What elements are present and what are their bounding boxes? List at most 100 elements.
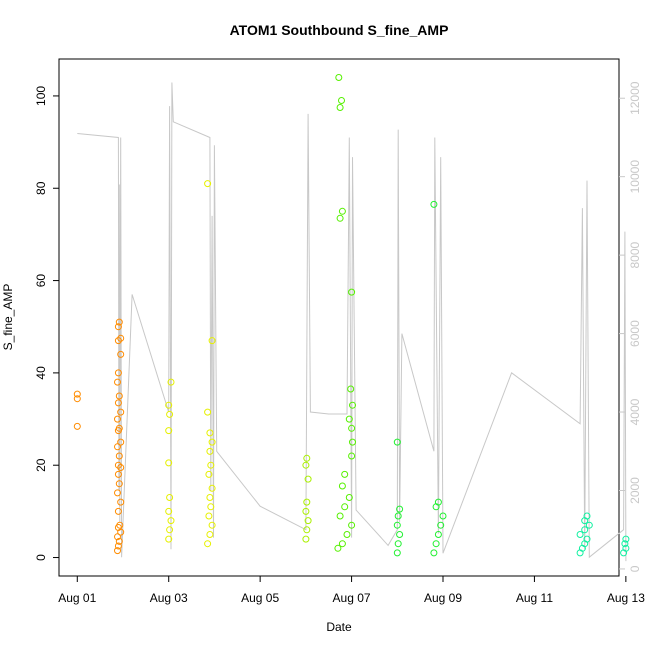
data-point-s2-0 — [302, 535, 310, 543]
data-point-s1-19 — [206, 447, 214, 455]
chart-title: ATOM1 Southbound S_fine_AMP — [230, 22, 449, 38]
data-point-s4-13 — [434, 498, 442, 506]
data-point-s2-7 — [303, 454, 311, 462]
secondary-series-line — [77, 82, 627, 562]
data-point-s3-17 — [338, 207, 346, 215]
data-point-s5-10 — [622, 544, 630, 552]
y2-tick-label-6: 12000 — [628, 81, 642, 115]
data-point-s1-20 — [208, 438, 216, 446]
data-point-s1-4 — [166, 494, 174, 501]
data-point-s1-7 — [166, 410, 174, 418]
data-point-s3-9 — [348, 452, 356, 460]
data-point-s1-24 — [204, 180, 212, 188]
data-point-s0-29 — [114, 337, 122, 345]
data-point-s4-14 — [430, 200, 438, 208]
data-point-s1-6 — [165, 427, 173, 435]
data-point-s1-11 — [206, 531, 214, 538]
y-tick-label-4: 80 — [34, 181, 48, 195]
data-point-s4-1 — [394, 540, 402, 548]
data-point-s0-26 — [114, 378, 121, 386]
data-point-s3-20 — [335, 74, 343, 81]
data-point-s1-5 — [165, 459, 173, 467]
data-point-s1-3 — [165, 507, 173, 515]
data-point-s0-32 — [115, 318, 123, 326]
data-point-s5-8 — [583, 512, 591, 520]
points-layer — [73, 74, 630, 557]
data-point-s0-16 — [114, 461, 122, 469]
x-tick-label-4: Aug 09 — [424, 591, 462, 605]
data-point-s4-5 — [396, 505, 404, 513]
x-tick-label-6: Aug 13 — [607, 591, 645, 605]
data-point-s4-7 — [430, 549, 438, 557]
data-point-s0-17 — [115, 452, 123, 460]
plot-frame — [58, 58, 620, 577]
data-point-s2-4 — [303, 498, 311, 506]
y2-tick-label-0: 0 — [628, 565, 642, 572]
data-point-s0-9 — [116, 521, 124, 529]
data-point-s2-6 — [302, 461, 310, 469]
x-tick-label-5: Aug 11 — [516, 591, 553, 605]
data-point-s4-6 — [393, 438, 401, 446]
data-point-s3-14 — [347, 385, 355, 393]
data-point-s5-3 — [583, 535, 591, 543]
data-point-s0-5 — [115, 537, 123, 545]
y2-tick-label-5: 10000 — [628, 160, 642, 194]
x-tick-label-1: Aug 03 — [150, 591, 188, 605]
data-point-s3-5 — [341, 503, 349, 511]
y2-tick-label-2: 4000 — [628, 398, 642, 425]
data-point-s4-4 — [394, 512, 402, 520]
data-point-s3-0 — [334, 544, 342, 552]
y2-tick-label-1: 2000 — [628, 477, 642, 504]
data-point-s0-10 — [114, 507, 122, 515]
data-point-s3-6 — [345, 494, 353, 501]
data-point-s0-18 — [114, 443, 121, 451]
y-tick-label-3: 60 — [34, 274, 48, 288]
data-point-s1-23 — [208, 337, 216, 345]
data-point-s3-3 — [348, 521, 356, 529]
y-tick-label-1: 20 — [34, 458, 48, 472]
data-point-s0-12 — [114, 489, 121, 497]
y-axis-label: S_fine_AMP — [1, 284, 15, 351]
data-point-s0-14 — [114, 470, 122, 478]
plot-border — [58, 58, 620, 577]
y-tick-label-5: 100 — [34, 86, 48, 106]
data-point-s2-1 — [303, 526, 311, 534]
data-point-s0-4 — [114, 542, 122, 550]
data-point-s4-3 — [393, 521, 401, 529]
axes-layer: Aug 01 Aug 03 Aug 05 Aug 07 Aug 09 Aug 11 Aug … — [34, 81, 645, 605]
data-point-s3-10 — [349, 438, 356, 446]
secondary-line-layer — [77, 82, 627, 562]
data-point-s3-2 — [343, 531, 351, 538]
x-tick-label-2: Aug 05 — [241, 591, 279, 605]
y2-tick-label-4: 8000 — [628, 241, 642, 268]
data-point-s3-4 — [336, 512, 344, 520]
data-point-s3-16 — [336, 214, 344, 222]
y-tick-label-2: 40 — [34, 366, 48, 380]
data-point-s5-12 — [622, 535, 630, 543]
data-point-s0-3 — [114, 547, 121, 555]
data-point-s1-22 — [204, 408, 212, 416]
data-point-s1-10 — [204, 540, 212, 548]
data-point-s0-23 — [117, 408, 125, 416]
data-point-s2-5 — [304, 475, 312, 483]
data-point-s5-5 — [581, 526, 589, 534]
data-point-s1-15 — [206, 494, 214, 501]
data-point-s0-6 — [114, 533, 121, 541]
data-point-s0-25 — [115, 392, 123, 400]
data-point-s0-19 — [117, 438, 125, 446]
data-point-s1-13 — [205, 512, 213, 520]
data-point-s0-24 — [114, 399, 122, 407]
data-point-s4-8 — [432, 540, 440, 548]
x-tick-label-0: Aug 01 — [58, 591, 96, 605]
data-point-s0-0 — [73, 422, 81, 430]
data-point-s3-12 — [345, 415, 353, 423]
data-point-s1-18 — [207, 461, 215, 469]
data-point-s0-1 — [73, 395, 81, 403]
data-point-s4-10 — [437, 521, 445, 529]
data-point-s3-1 — [338, 540, 346, 548]
data-point-s3-15 — [348, 288, 356, 296]
data-point-s3-11 — [348, 424, 356, 432]
data-point-s5-6 — [585, 521, 593, 529]
data-point-s1-17 — [205, 470, 213, 478]
